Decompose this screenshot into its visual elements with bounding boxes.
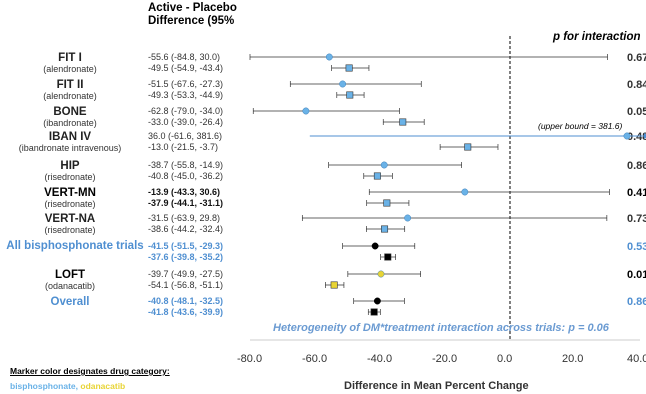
trial-name: LOFT bbox=[54, 269, 86, 281]
trial-name: VERT-NA bbox=[44, 213, 96, 225]
ci-label: -55.6 (-84.8, 30.0) bbox=[148, 52, 221, 62]
trial-name: All bisphosphonate trials bbox=[6, 240, 144, 252]
p-value: 0.48 bbox=[627, 131, 646, 143]
ci-label: -13.0 (-21.5, -3.7) bbox=[148, 142, 219, 152]
point-estimate-circle bbox=[623, 132, 631, 140]
point-estimate-circle bbox=[377, 270, 385, 278]
x-tick-label: 40.0 bbox=[627, 353, 646, 365]
legend-item-bisphosphonate: bisphosphonate bbox=[10, 381, 76, 391]
ci-label: -51.5 (-67.6, -27.3) bbox=[148, 79, 224, 89]
ci-label: -49.5 (-54.9, -43.4) bbox=[148, 63, 224, 73]
heterogeneity-note: Heterogeneity of DM*treatment interactio… bbox=[273, 322, 609, 334]
point-estimate-square bbox=[330, 281, 338, 289]
trial-drug: (risedronate) bbox=[44, 172, 96, 182]
point-estimate-circle bbox=[339, 80, 347, 88]
p-value: 0.01 bbox=[627, 269, 646, 281]
point-estimate-circle bbox=[404, 214, 412, 222]
x-tick-label: -60.0 bbox=[302, 353, 328, 365]
legend: bisphosphonate, odanacatib bbox=[10, 376, 125, 394]
point-estimate-square bbox=[370, 308, 378, 316]
trial-drug: (alendronate) bbox=[43, 91, 97, 101]
trial-drug: (risedronate) bbox=[44, 199, 96, 209]
ci-column-title-line1: Active - Placebo bbox=[148, 2, 237, 14]
p-interaction-title: p for interaction bbox=[553, 31, 641, 43]
ci-label: -38.7 (-55.8, -14.9) bbox=[148, 160, 224, 170]
trial-name: HIP bbox=[60, 160, 80, 172]
ci-label: -13.9 (-43.3, 30.6) bbox=[148, 187, 221, 197]
x-tick-label: -20.0 bbox=[432, 353, 458, 365]
x-axis-label: Difference in Mean Percent Change bbox=[344, 380, 529, 392]
trial-name: FIT I bbox=[58, 52, 82, 64]
point-estimate-square bbox=[399, 118, 407, 126]
x-tick-label: -40.0 bbox=[367, 353, 393, 365]
trial-name: VERT-MN bbox=[44, 187, 96, 199]
point-estimate-circle bbox=[373, 297, 381, 305]
p-value: 0.84 bbox=[627, 79, 646, 91]
ci-label: -62.8 (-79.0, -34.0) bbox=[148, 106, 224, 116]
p-value: 0.86 bbox=[627, 160, 646, 172]
upper-bound-annotation: (upper bound = 381.6) bbox=[538, 121, 623, 131]
x-tick-label: -80.0 bbox=[237, 353, 263, 365]
ci-label: -31.5 (-63.9, 29.8) bbox=[148, 213, 221, 223]
point-estimate-square bbox=[383, 199, 391, 207]
point-estimate-square bbox=[346, 91, 354, 99]
trial-name: BONE bbox=[53, 106, 87, 118]
x-tick-label: 0.0 bbox=[497, 353, 513, 365]
point-estimate-square bbox=[345, 64, 353, 72]
trial-drug: (ibandronate intravenous) bbox=[18, 143, 122, 153]
ci-label: -40.8 (-48.1, -32.5) bbox=[148, 296, 224, 306]
ci-column-title-line2: Difference (95% bbox=[148, 15, 235, 27]
p-value: 0.73 bbox=[627, 213, 646, 225]
point-estimate-circle bbox=[325, 53, 333, 61]
trial-name: IBAN IV bbox=[48, 131, 92, 143]
ci-label: -39.7 (-49.9, -27.5) bbox=[148, 269, 224, 279]
ci-label: -41.8 (-43.6, -39.9) bbox=[148, 307, 224, 317]
trial-drug: (odanacatib) bbox=[44, 281, 96, 291]
p-value: 0.67 bbox=[627, 52, 646, 64]
p-value: 0.41 bbox=[627, 187, 646, 199]
ci-label: -40.8 (-45.0, -36.2) bbox=[148, 171, 224, 181]
point-estimate-circle bbox=[302, 107, 310, 115]
point-estimate-circle bbox=[371, 242, 379, 250]
ci-label: -38.6 (-44.2, -32.4) bbox=[148, 224, 224, 234]
ci-label: -37.6 (-39.8, -35.2) bbox=[148, 252, 224, 262]
trial-drug: (alendronate) bbox=[43, 64, 97, 74]
trial-name: FIT II bbox=[56, 79, 84, 91]
trial-drug: (risedronate) bbox=[44, 225, 96, 235]
ci-label: -54.1 (-56.8, -51.1) bbox=[148, 280, 224, 290]
point-estimate-square bbox=[373, 172, 381, 180]
point-estimate-circle bbox=[380, 161, 388, 169]
legend-item-odanacatib: odanacatib bbox=[80, 381, 126, 391]
ci-label: -37.9 (-44.1, -31.1) bbox=[148, 198, 224, 208]
x-tick-label: 20.0 bbox=[562, 353, 584, 365]
legend-title: Marker color designates drug category: bbox=[10, 366, 170, 376]
legend-separator: , bbox=[75, 381, 81, 391]
ci-label: 36.0 (-61.6, 381.6) bbox=[148, 131, 223, 141]
point-estimate-square bbox=[381, 225, 389, 233]
p-value: 0.53 bbox=[627, 241, 646, 253]
trial-name: Overall bbox=[50, 296, 90, 308]
ci-label: -33.0 (-39.0, -26.4) bbox=[148, 117, 224, 127]
point-estimate-square bbox=[384, 253, 392, 261]
trial-drug: (ibandronate) bbox=[43, 118, 97, 128]
p-value: 0.86 bbox=[627, 296, 646, 308]
point-estimate-circle bbox=[461, 188, 469, 196]
ci-label: -49.3 (-53.3, -44.9) bbox=[148, 90, 224, 100]
ci-label: -41.5 (-51.5, -29.3) bbox=[148, 241, 224, 251]
point-estimate-square bbox=[464, 143, 472, 151]
p-value: 0.05 bbox=[627, 106, 646, 118]
